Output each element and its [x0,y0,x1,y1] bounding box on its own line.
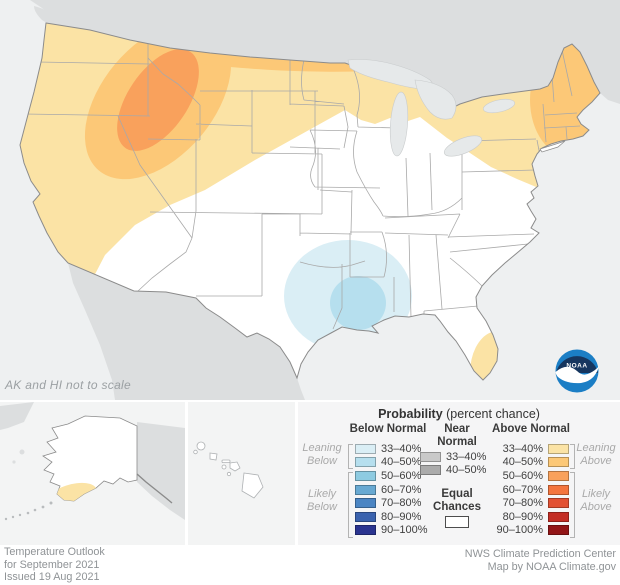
legend-row: 40–50% [355,456,428,470]
hawaiian-islands [193,441,264,499]
below-normal-40-50-region [330,276,386,330]
legend-row: 40–50% [476,456,569,470]
below-70-80-swatch [355,498,376,509]
below-40-50-swatch [355,457,376,468]
source-attribution: NWS Climate Prediction Center Map by NOA… [464,548,616,573]
legend-row: 70–80% [355,496,428,510]
legend-row: 90–100% [476,524,569,538]
noaa-logo: NOAA [555,349,599,393]
state-borders [23,38,581,330]
below-normal-header: Below Normal [349,423,427,435]
island-maui [229,461,241,472]
hawaii-inset-map [188,402,295,545]
below-normal-scale: 33–40% 40–50% 50–60% 60–70% 70–80% 80–90… [355,442,428,537]
below-80-90-swatch [355,511,376,522]
legend-row: 50–60% [476,469,569,483]
legend-row: 33–40% [476,442,569,456]
lake-ontario [482,98,516,114]
conus-map: NOAA [0,0,620,400]
long-island [539,140,566,153]
legend-row: 33–40% [355,442,428,456]
alaska-panhandle [136,473,173,504]
below-50-60-swatch [355,470,376,481]
above-80-90-swatch [548,511,569,522]
above-40-50-swatch [548,457,569,468]
hawaii-inset-ocean [188,402,295,545]
near-normal-scale: 33–40% 40–50% [420,450,486,477]
leaning-below-label: Leaning Below [302,442,342,467]
island-hawaii [241,472,264,499]
likely-above-label: Likely Above [580,488,612,513]
footer: Temperature Outlook for September 2021 I… [0,545,620,585]
island-oahu [209,452,218,461]
outlook-caption: Temperature Outlook for September 2021 I… [4,546,105,584]
lake-huron [414,79,457,120]
lake-michigan [389,91,409,157]
vancouver-island [34,6,58,24]
island-niihau [193,449,198,455]
legend-row: 80–90% [355,510,428,524]
legend-title: Probability (percent chance) [378,407,540,421]
above-60-70-swatch [548,484,569,495]
below-60-70-swatch [355,484,376,495]
mexico-landmass [68,263,305,400]
near-33-40-swatch [420,451,441,462]
legend-row: 33–40% [420,450,486,464]
above-33-40-swatch [548,443,569,454]
lake-erie [443,135,483,157]
russia-landmass [0,402,34,430]
alaska-inset-map [0,402,185,545]
conus-outline [19,22,601,381]
above-50-60-swatch [548,470,569,481]
near-40-50-swatch [420,465,441,476]
aleutian-islands [4,501,53,521]
above-70-80-swatch [548,498,569,509]
scale-note: AK and HI not to scale [5,378,132,392]
bering-island [12,460,16,464]
island-kauai [196,441,206,451]
leaning-above-bracket [570,444,575,469]
canada-landmass [30,0,620,108]
likely-below-label: Likely Below [307,488,337,513]
legend-row: 90–100% [355,524,428,538]
legend-row: 60–70% [476,483,569,497]
leaning-below-bracket [348,444,353,469]
island-lanai [221,464,227,470]
legend-row: 60–70% [355,483,428,497]
probability-legend: Probability (percent chance) Below Norma… [298,402,620,545]
equal-chances: Equal Chances [417,488,497,528]
above-normal-header: Above Normal [492,423,570,435]
below-90-100-swatch [355,525,376,536]
leaning-above-label: Leaning Above [576,442,616,467]
legend-row: 70–80% [476,496,569,510]
near-normal-header: Near Normal [437,423,477,448]
above-normal-50-60-core [117,49,199,151]
bering-island [19,449,25,455]
canada-landmass-inset [137,422,185,520]
likely-above-bracket [570,472,575,538]
legend-row: 50–60% [355,469,428,483]
equal-chances-swatch [445,516,469,528]
legend-row: 40–50% [420,464,486,478]
above-normal-scale: 33–40% 40–50% 50–60% 60–70% 70–80% 80–90… [476,442,569,537]
great-lakes [347,59,516,157]
island-molokai [221,459,231,463]
likely-below-bracket [348,472,353,538]
noaa-logo-text: NOAA [566,363,587,370]
above-90-100-swatch [548,525,569,536]
below-33-40-swatch [355,443,376,454]
island-kahoolawe [226,471,232,477]
legend-row: 80–90% [476,510,569,524]
